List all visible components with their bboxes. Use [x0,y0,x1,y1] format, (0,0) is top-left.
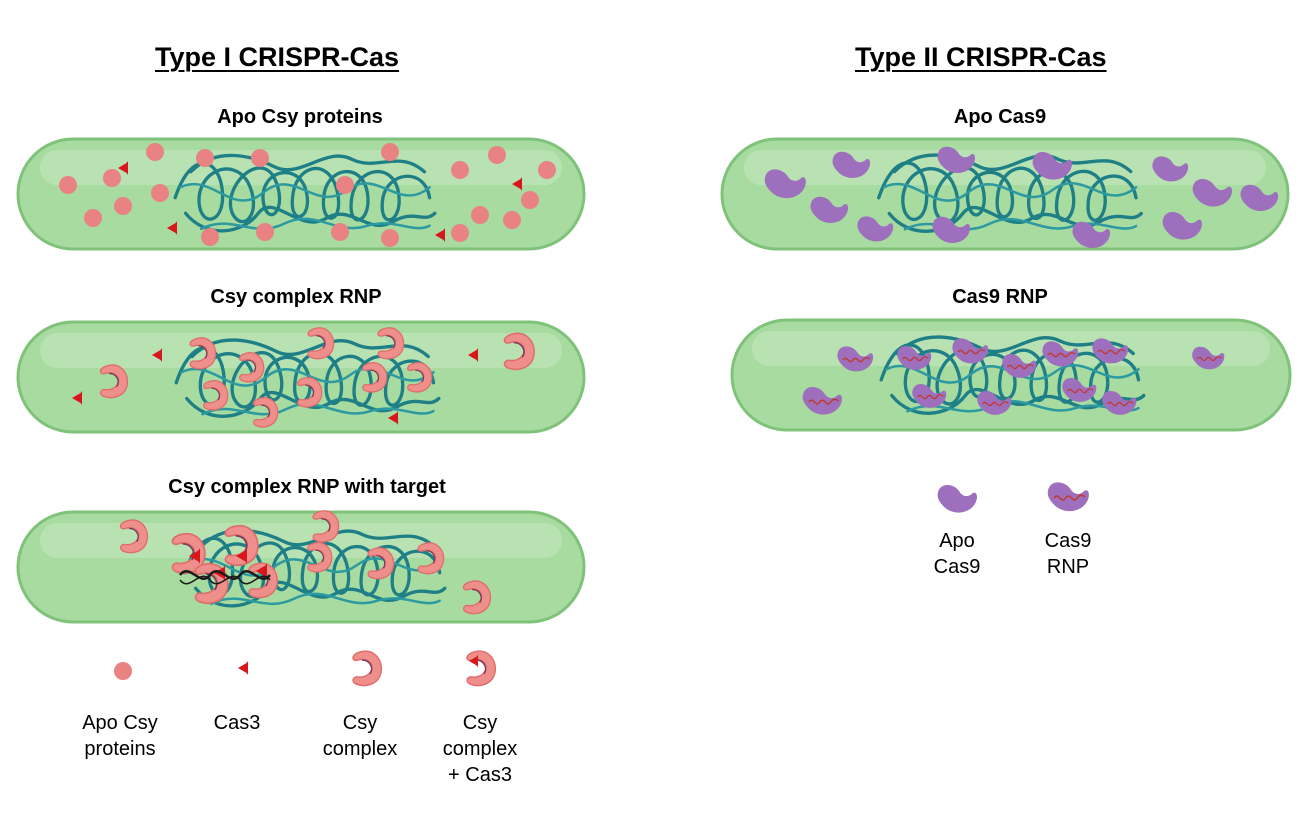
cell-apo-cas9 [720,137,1290,251]
legend-label-csy-complex: Csy complex [322,712,398,760]
legend-label-cas9-rnp: Cas9 RNP [1044,530,1092,578]
type-i-heading: Type I CRISPR-Cas [155,42,400,72]
cell-csy-rnp-target [16,510,586,624]
cell-csy-rnp [16,320,586,434]
panel-title-cas9-rnp: Cas9 RNP [952,286,1048,308]
type-ii-heading: Type II CRISPR-Cas [855,42,1107,72]
legend-apo-cas9-icon [937,485,977,513]
panel-title-apo-cas9: Apo Cas9 [953,106,1047,128]
cell-apo-csy [16,137,586,251]
panel-title-apo-csy: Apo Csy proteins [217,106,383,128]
legend-label-apo-csy: Apo Csy proteins [82,712,158,760]
legend-cas9-rnp-icon [1046,481,1090,512]
panel-title-csy-rnp: Csy complex RNP [210,286,382,308]
legend-csy-cas3-icon [466,650,497,687]
legend-label-csy-complex-cas3: Csy complex + Cas3 [442,712,518,786]
legend-csy-complex-icon [352,650,383,687]
legend-label-cas3: Cas3 [213,712,261,734]
legend-label-apo-cas9: Apo Cas9 [933,530,981,578]
legend-cas3-icon [238,658,248,678]
panel-title-csy-rnp-target: Csy complex RNP with target [168,476,446,498]
cell-cas9-rnp [730,318,1292,432]
legend-apo-csy-icon [114,662,132,680]
